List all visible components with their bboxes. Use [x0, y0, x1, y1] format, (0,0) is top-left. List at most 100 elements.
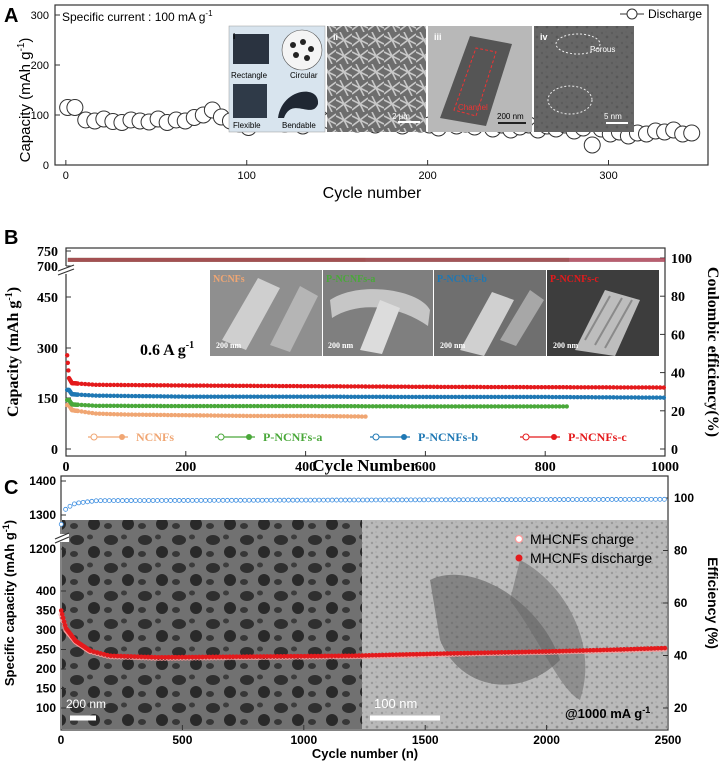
capacity-point — [277, 383, 282, 389]
capacity-point — [327, 384, 332, 389]
inset-b-pncnfs-a-label: P-NCNFs-a — [326, 274, 375, 285]
capacity-point — [650, 395, 656, 400]
capacity-point — [230, 413, 235, 418]
discharge-point — [190, 654, 195, 660]
capacity-point — [499, 384, 505, 390]
capacity-point — [399, 384, 404, 389]
discharge-point — [251, 654, 256, 659]
discharge-point — [394, 652, 399, 657]
efficiency-point — [609, 497, 615, 502]
capacity-point — [471, 404, 476, 409]
efficiency-point — [207, 497, 213, 503]
capacity-point — [528, 394, 534, 400]
efficiency-point — [522, 497, 527, 503]
panel-a-y-ticks: 0 100 200 300 — [31, 10, 60, 172]
capacity-point — [334, 394, 339, 399]
capacity-point — [517, 404, 523, 409]
efficiency-point — [622, 497, 628, 502]
capacity-point — [338, 404, 343, 409]
capacity-point — [363, 384, 368, 389]
capacity-point — [241, 394, 246, 399]
capacity-point — [122, 403, 127, 409]
efficiency-point — [89, 498, 95, 504]
panel-b-y2-tick-label: 0 — [671, 443, 678, 458]
capacity-point — [269, 394, 275, 399]
capacity-point — [352, 394, 357, 399]
efficiency-point — [98, 498, 103, 504]
capacity-point — [507, 404, 512, 409]
capacity-point — [133, 382, 138, 388]
capacity-point — [586, 385, 591, 390]
efficiency-point — [102, 498, 108, 504]
discharge-point — [478, 650, 484, 656]
capacity-point — [187, 413, 192, 418]
efficiency-point — [653, 496, 659, 502]
discharge-point — [353, 653, 358, 658]
capacity-point — [162, 403, 167, 409]
capacity-point — [277, 394, 282, 399]
capacity-point — [266, 403, 271, 409]
capacity-point — [75, 392, 81, 397]
efficiency-point — [386, 497, 392, 503]
capacity-point — [205, 403, 210, 409]
capacity-point — [140, 412, 145, 417]
capacity-point — [90, 410, 95, 416]
capacity-point — [543, 404, 548, 409]
discharge-point — [390, 652, 396, 658]
discharge-point — [220, 654, 226, 660]
capacity-point — [438, 394, 444, 400]
efficiency-point — [430, 497, 436, 503]
efficiency-point — [312, 497, 318, 503]
panel-c-axis-break — [54, 532, 70, 544]
capacity-point — [525, 384, 530, 390]
efficiency-point — [377, 497, 383, 503]
panel-c-y-tick-label: 350 — [36, 604, 56, 618]
capacity-point — [427, 394, 433, 400]
panel-b-y-tick-label: 0 — [51, 443, 58, 458]
capacity-point — [338, 394, 343, 399]
capacity-point — [180, 403, 185, 409]
discharge-point — [312, 653, 318, 659]
discharge-point — [203, 654, 209, 660]
panel-a-y-tick-label: 100 — [31, 110, 49, 122]
capacity-point — [269, 413, 275, 419]
capacity-point — [370, 404, 375, 409]
capacity-point — [176, 412, 181, 418]
capacity-point — [463, 384, 469, 390]
capacity-point — [172, 403, 178, 409]
inset-iv-porous-label: Porous — [590, 45, 615, 54]
efficiency-point — [255, 497, 261, 503]
capacity-point — [388, 394, 393, 400]
capacity-point — [291, 413, 296, 419]
capacity-point — [521, 404, 526, 409]
discharge-point — [546, 649, 552, 654]
capacity-point — [82, 402, 88, 408]
capacity-point — [539, 394, 544, 400]
capacity-point — [589, 395, 595, 400]
discharge-point — [305, 653, 311, 659]
capacity-point — [399, 404, 404, 409]
capacity-point — [201, 403, 206, 409]
efficiency-point — [661, 496, 667, 502]
discharge-point — [271, 654, 277, 659]
discharge-point — [608, 647, 613, 653]
discharge-point — [366, 653, 372, 658]
capacity-point — [427, 384, 433, 390]
discharge-point — [397, 652, 403, 657]
capacity-point — [291, 383, 296, 389]
capacity-point — [100, 403, 106, 408]
capacity-point — [395, 404, 401, 409]
capacity-point — [334, 384, 339, 389]
capacity-point — [366, 404, 372, 409]
capacity-point — [320, 394, 325, 399]
efficiency-point — [356, 497, 361, 503]
capacity-point — [302, 413, 307, 419]
capacity-point — [345, 384, 350, 389]
efficiency-point — [508, 497, 514, 503]
capacity-point — [302, 383, 307, 389]
capacity-point — [79, 381, 84, 387]
capacity-point — [129, 382, 135, 388]
capacity-point — [194, 383, 199, 388]
efficiency-point — [408, 497, 414, 503]
capacity-point — [402, 404, 408, 409]
